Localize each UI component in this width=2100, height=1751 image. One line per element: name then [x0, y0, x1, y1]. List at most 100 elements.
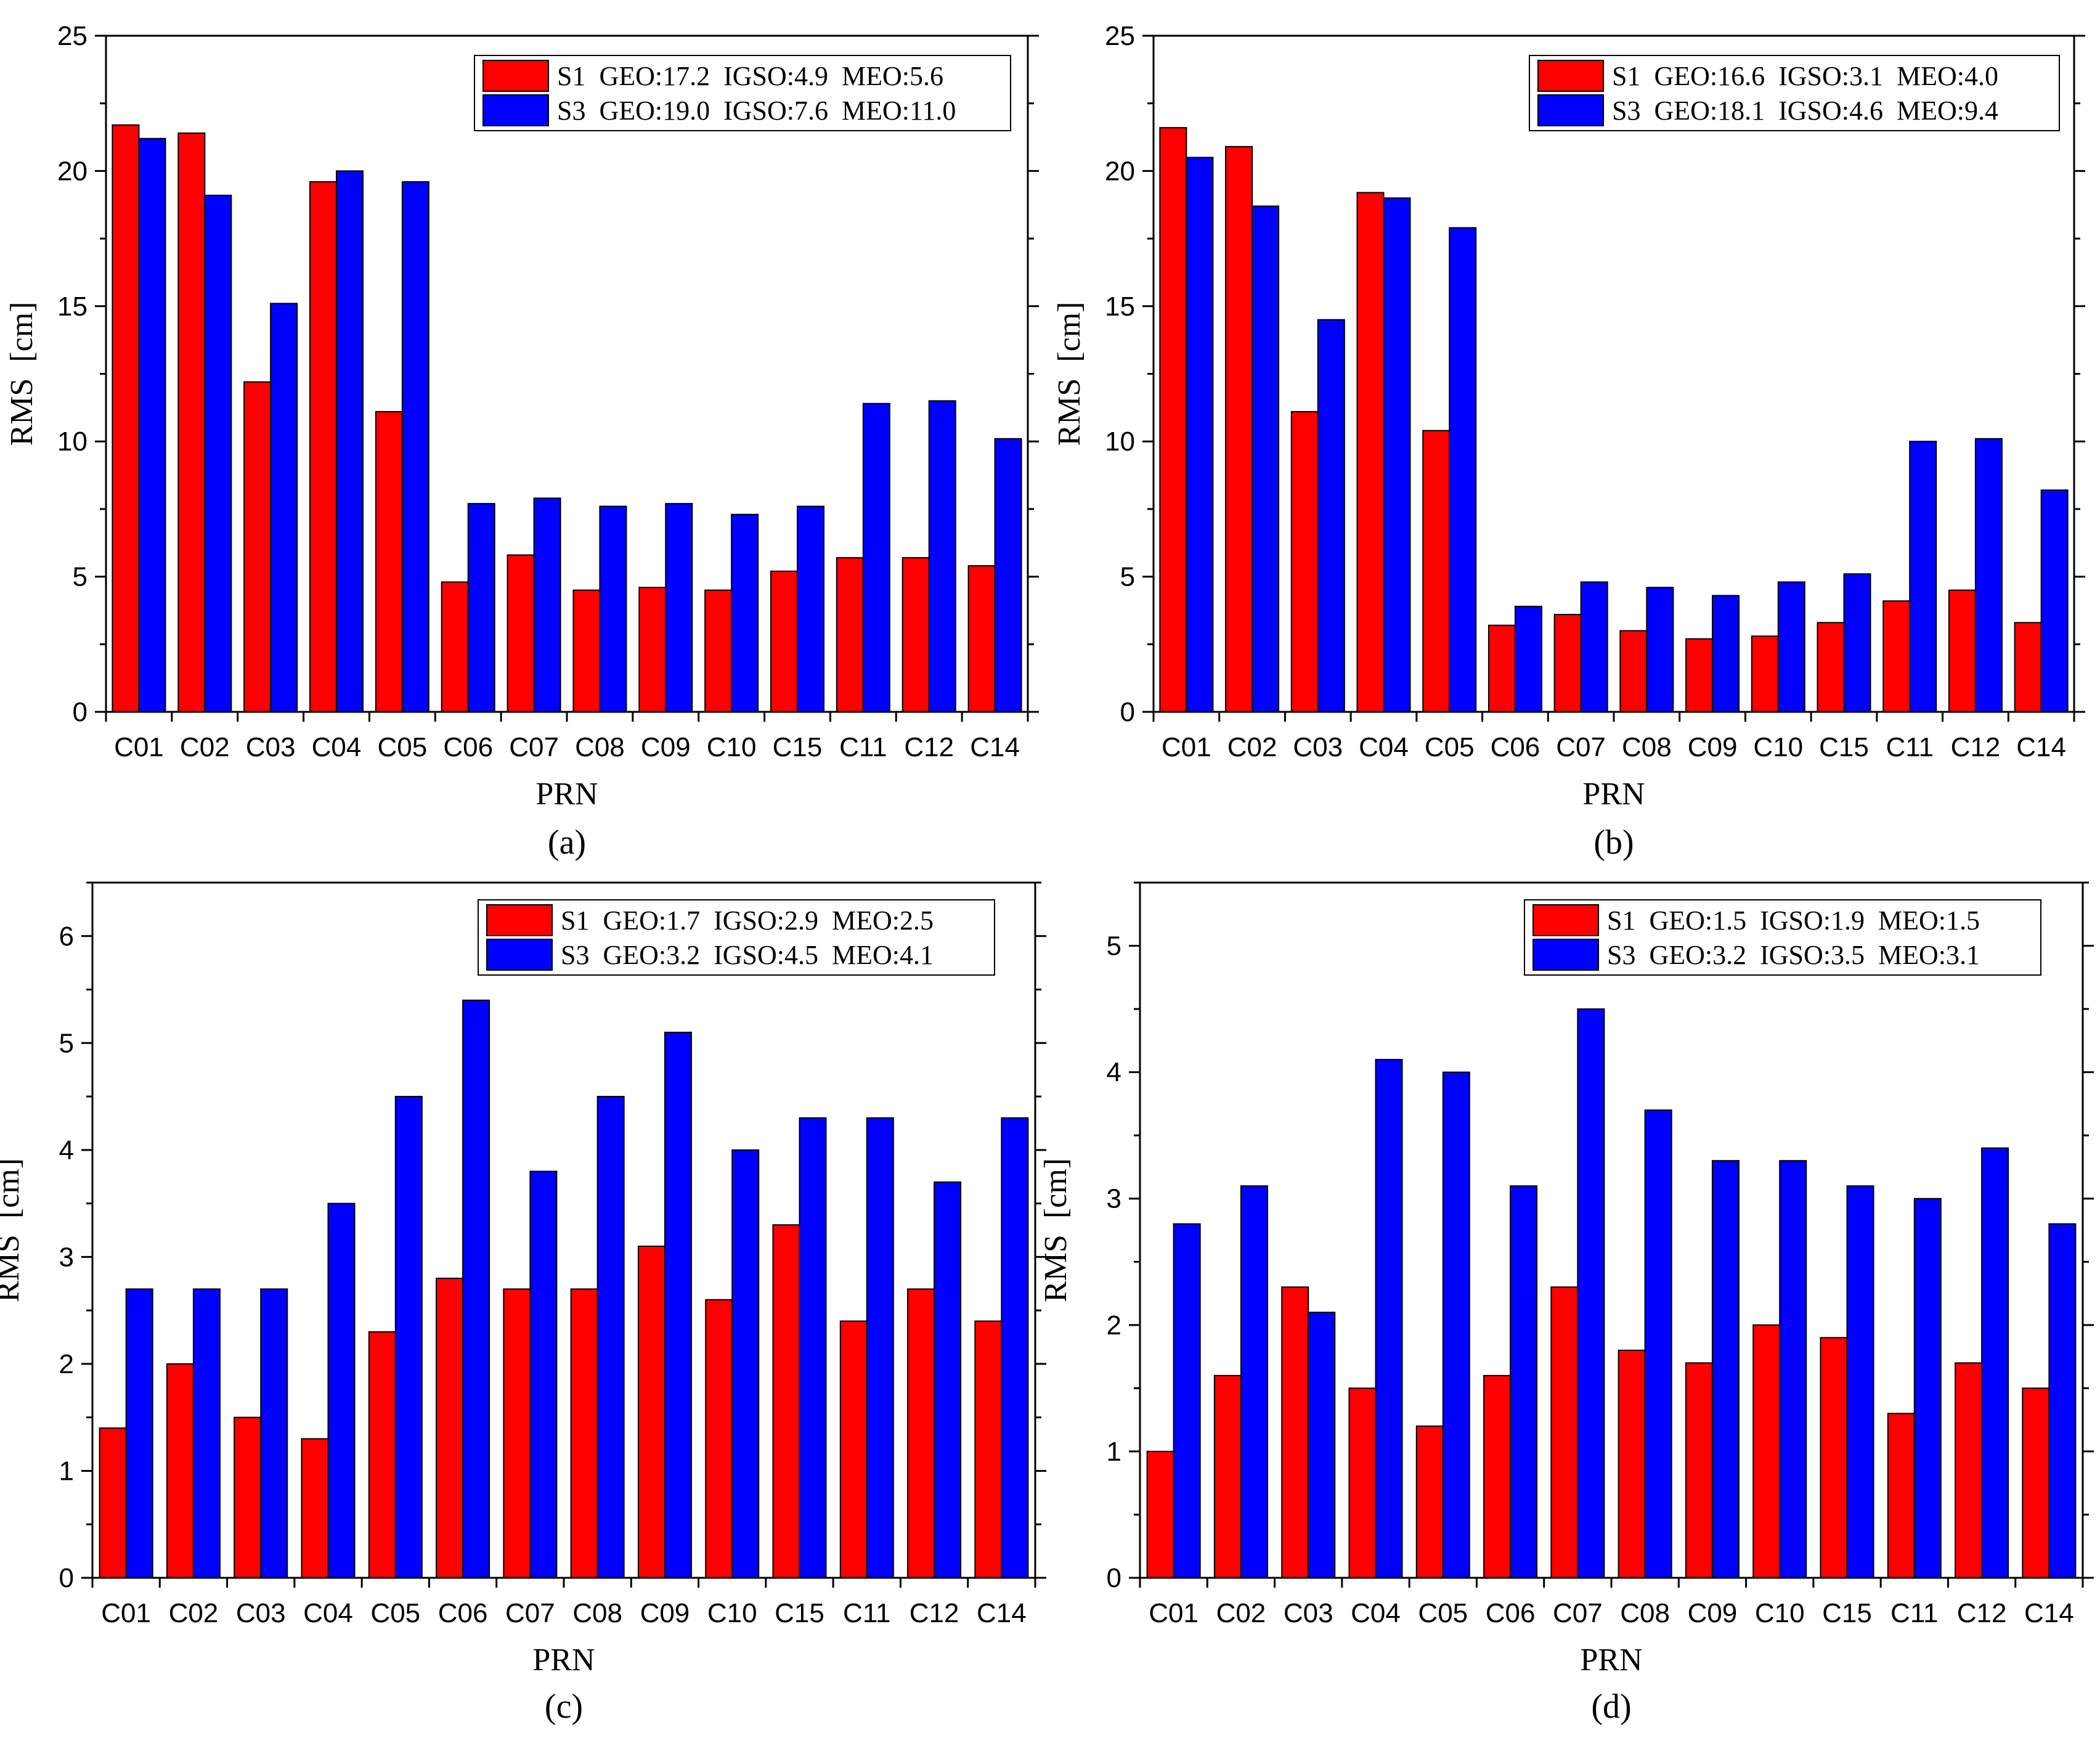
bar-s1-c04: [309, 181, 337, 712]
bar-s1-c08: [1618, 1349, 1646, 1579]
bar-s1-c12: [901, 557, 930, 712]
bar-s3-c10: [731, 1149, 760, 1579]
legend-box: [1529, 55, 2060, 131]
legend-swatch-s3: [1537, 94, 1604, 126]
legend-box: [1524, 899, 2041, 976]
y-tick-label: 25: [57, 21, 88, 51]
legend-label-s3: S3 GEO:18.1 IGSO:4.6 MEO:9.4: [1612, 96, 1998, 126]
bar-s1-c10: [704, 589, 733, 712]
bar-s3-c10: [1777, 581, 1805, 712]
x-tick-label: C10: [1755, 1598, 1805, 1628]
y-axis-title: RMS [cm]: [1038, 1158, 1073, 1302]
bar-s3-c03: [1317, 319, 1345, 712]
y-tick-label: 4: [59, 1135, 74, 1165]
bar-s3-c08: [1646, 587, 1674, 712]
legend: S1 GEO:1.7 IGSO:2.9 MEO:2.5 S3 GEO:3.2 IG…: [478, 899, 995, 976]
x-axis-title: PRN: [1582, 777, 1645, 812]
bar-s3-c07: [533, 497, 561, 713]
bar-s3-c15: [1843, 573, 1871, 712]
x-tick-label: C11: [843, 1598, 890, 1628]
bar-s3-c15: [799, 1117, 827, 1579]
x-tick-label: C02: [1216, 1598, 1266, 1628]
legend-label-s3: S3 GEO:3.2 IGSO:3.5 MEO:3.1: [1607, 940, 1980, 970]
bar-s3-c01: [125, 1288, 153, 1578]
bar-s3-c15: [797, 505, 824, 713]
bar-s1-c11: [836, 557, 864, 712]
legend-swatch-s3: [1532, 939, 1599, 971]
bar-s1-c12: [907, 1288, 935, 1578]
x-tick-label: C09: [1688, 1598, 1738, 1628]
x-tick-label: C05: [1425, 732, 1475, 762]
x-tick-label: C15: [1819, 732, 1869, 762]
x-tick-label: C15: [1822, 1598, 1872, 1628]
y-tick-label: 15: [57, 292, 88, 322]
bar-s3-c06: [1514, 605, 1542, 712]
bar-s3-c03: [1308, 1312, 1336, 1578]
bar-s3-c09: [1711, 1160, 1740, 1578]
bar-s1-c14: [2014, 622, 2042, 712]
bar-s1-c01: [1159, 127, 1187, 712]
bar-s1-c09: [638, 587, 667, 712]
bar-s3-c12: [934, 1181, 962, 1578]
y-tick-label: 4: [1107, 1058, 1121, 1088]
x-tick-label: C01: [1149, 1598, 1199, 1628]
bar-s3-c07: [1577, 1008, 1605, 1579]
legend-swatch-s3: [482, 94, 549, 126]
bar-s3-c05: [1449, 227, 1477, 713]
bar-s1-c07: [507, 554, 535, 712]
bar-s3-c12: [928, 400, 956, 712]
y-tick-label: 15: [1105, 292, 1135, 322]
y-axis-title: RMS [cm]: [4, 302, 39, 446]
y-tick-label: 1: [59, 1456, 74, 1486]
x-tick-label: C05: [370, 1598, 420, 1628]
y-tick-label: 0: [59, 1563, 74, 1593]
y-tick-label: 25: [1105, 21, 1135, 51]
legend-swatch-s1: [1537, 60, 1604, 92]
bar-s1-c07: [1553, 614, 1582, 712]
legend-swatch-s1: [482, 60, 549, 92]
panel-caption: (a): [548, 823, 586, 862]
chart-panel-b: 0 5 10 15 20 25 C01 C02 C03 C04 C05 C06 C07 C08 C09 C10…: [1052, 21, 2085, 862]
bar-s1-c05: [1422, 430, 1451, 712]
bar-s3-c07: [529, 1170, 558, 1578]
y-tick-label: 5: [1107, 931, 1121, 961]
x-tick-label: C12: [1957, 1598, 2007, 1628]
bar-s1-c14: [967, 565, 996, 712]
bar-s1-c12: [1955, 1362, 1983, 1578]
bar-s1-c04: [301, 1438, 329, 1578]
x-tick-label: C03: [1293, 732, 1343, 762]
x-tick-label: C12: [910, 1598, 959, 1628]
legend-label-s1: S1 GEO:1.7 IGSO:2.9 MEO:2.5: [561, 905, 934, 936]
bar-s3-c08: [599, 505, 627, 713]
x-tick-label: C01: [114, 732, 164, 762]
bar-s1-c03: [1281, 1286, 1309, 1579]
x-tick-label: C04: [303, 1598, 353, 1628]
bar-s1-c11: [1882, 600, 1911, 712]
bar-s3-c05: [1442, 1071, 1470, 1578]
bar-s3-c11: [1913, 1198, 1942, 1578]
x-tick-label: C04: [1351, 1598, 1401, 1628]
x-tick-label: C11: [1890, 1598, 1938, 1628]
x-tick-label: C03: [246, 732, 296, 762]
bar-s3-c02: [192, 1288, 221, 1578]
bar-s1-c04: [1348, 1387, 1377, 1578]
x-tick-label: C15: [773, 732, 823, 762]
x-tick-label: C14: [970, 732, 1020, 762]
y-tick-label: 10: [1105, 427, 1135, 457]
bar-s1-c14: [974, 1320, 1003, 1579]
bar-s1-c01: [1146, 1450, 1174, 1579]
x-tick-label: C01: [101, 1598, 151, 1628]
legend-label-s3: S3 GEO:19.0 IGSO:7.6 MEO:11.0: [557, 96, 956, 126]
bar-s3-c14: [994, 438, 1022, 712]
bar-s1-c05: [375, 410, 403, 712]
y-tick-label: 1: [1107, 1437, 1121, 1467]
x-tick-label: C08: [572, 1598, 622, 1628]
x-tick-label: C07: [1553, 1598, 1603, 1628]
bar-s3-c01: [138, 137, 166, 712]
x-axis-title: PRN: [1580, 1643, 1642, 1678]
x-tick-label: C04: [312, 732, 362, 762]
bar-s3-c04: [327, 1202, 356, 1578]
bar-s3-c08: [596, 1096, 625, 1578]
bar-s3-c03: [270, 303, 298, 712]
